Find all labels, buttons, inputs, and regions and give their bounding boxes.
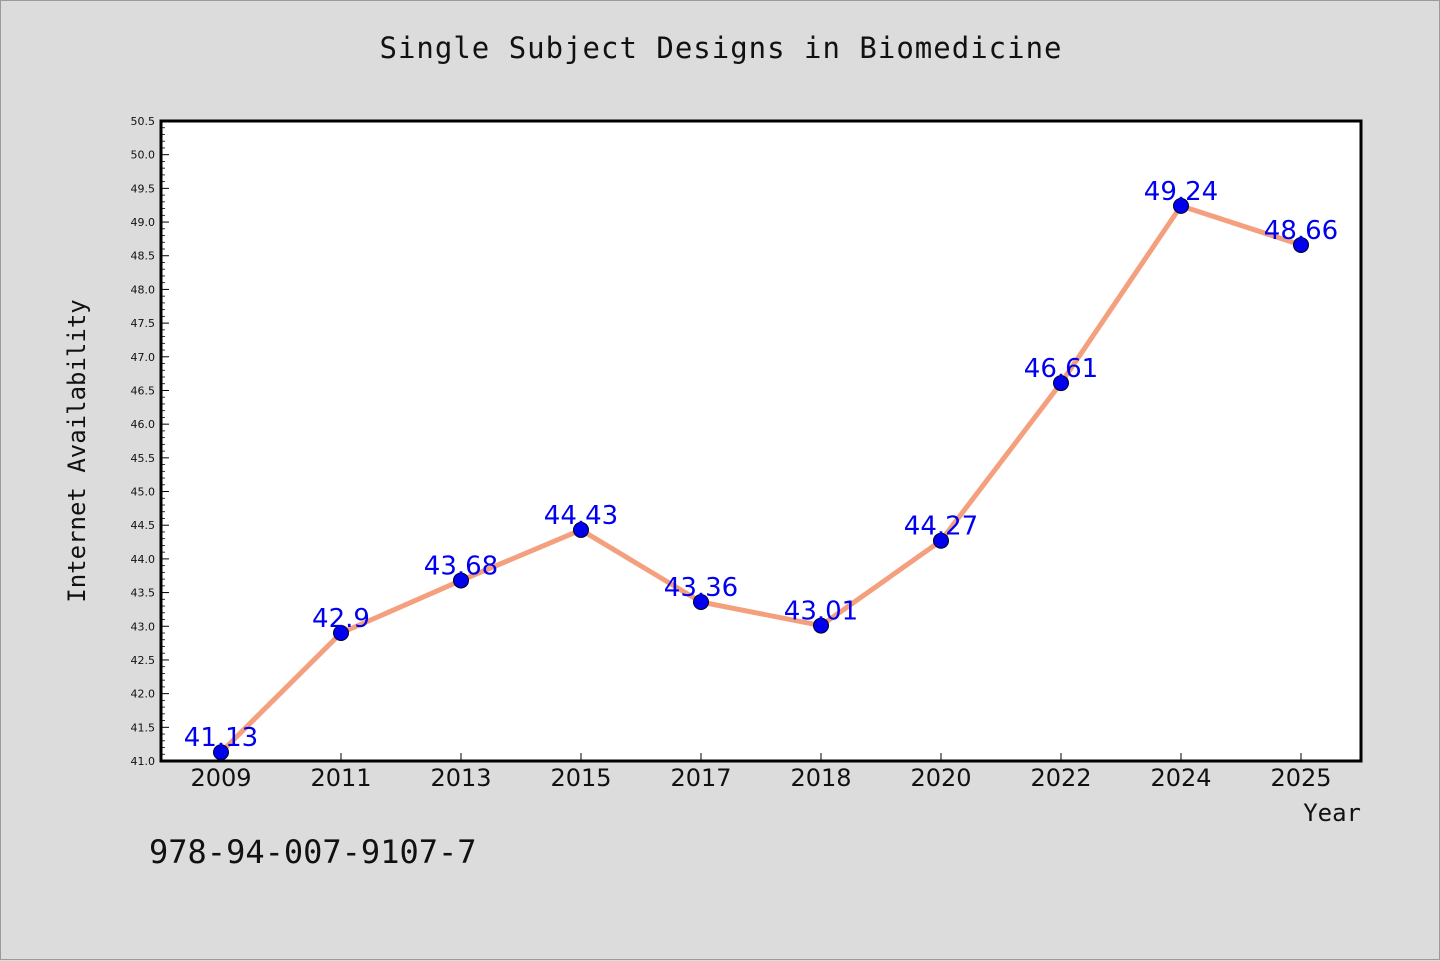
y-tick-label: 50.0 bbox=[131, 149, 156, 162]
x-tick-label: 2015 bbox=[550, 764, 611, 792]
data-label: 44.43 bbox=[544, 501, 618, 531]
x-tick-label: 2009 bbox=[190, 764, 251, 792]
data-label: 43.68 bbox=[424, 551, 498, 581]
x-tick-label: 2017 bbox=[670, 764, 731, 792]
x-tick-label: 2013 bbox=[430, 764, 491, 792]
data-point bbox=[933, 532, 949, 549]
y-tick-label: 48.5 bbox=[131, 250, 156, 263]
x-tick-label: 2025 bbox=[1270, 764, 1331, 792]
x-tick-label: 2024 bbox=[1150, 764, 1211, 792]
x-axis-title: Year bbox=[1303, 799, 1361, 827]
footer-code: 978-94-007-9107-7 bbox=[149, 833, 477, 871]
y-tick-label: 47.0 bbox=[131, 351, 156, 364]
y-tick-label: 44.0 bbox=[131, 553, 156, 566]
y-tick-label: 43.0 bbox=[131, 620, 156, 633]
y-tick-label: 45.5 bbox=[131, 452, 156, 465]
x-tick-label: 2018 bbox=[790, 764, 851, 792]
plot-frame bbox=[159, 119, 1363, 763]
y-tick-label: 42.5 bbox=[131, 654, 156, 667]
y-tick-label: 41.5 bbox=[131, 721, 156, 734]
y-axis-title: Internet Availability bbox=[63, 299, 91, 602]
plot-area bbox=[161, 121, 1361, 761]
x-tick-label: 2020 bbox=[910, 764, 971, 792]
data-label: 49.24 bbox=[1144, 177, 1218, 207]
data-point bbox=[1053, 375, 1069, 392]
y-tick-label: 44.5 bbox=[131, 519, 156, 532]
series-line bbox=[218, 203, 1304, 755]
y-tick-label: 42.0 bbox=[131, 688, 156, 701]
y-tick-label: 46.5 bbox=[131, 384, 156, 397]
y-tick-label: 41.0 bbox=[131, 755, 156, 768]
data-label: 41.13 bbox=[184, 723, 258, 753]
x-tick-label: 2022 bbox=[1030, 764, 1091, 792]
data-point bbox=[213, 744, 229, 761]
data-label: 43.36 bbox=[664, 573, 738, 603]
y-tick-label: 49.5 bbox=[131, 182, 156, 195]
data-point bbox=[1173, 197, 1189, 214]
y-tick-label: 43.5 bbox=[131, 587, 156, 600]
y-tick-label: 50.5 bbox=[131, 115, 156, 128]
data-point bbox=[573, 521, 589, 538]
y-tick-label: 48.0 bbox=[131, 283, 156, 296]
data-point bbox=[333, 625, 349, 641]
data-label: 48.66 bbox=[1264, 216, 1338, 246]
y-tick-label: 49.0 bbox=[131, 216, 156, 229]
data-label: 46.61 bbox=[1024, 354, 1098, 384]
y-tick-label: 45.0 bbox=[131, 486, 156, 499]
data-point bbox=[1293, 236, 1309, 253]
y-tick-label: 47.5 bbox=[131, 317, 156, 330]
chart-title: Single Subject Designs in Biomedicine bbox=[379, 31, 1063, 65]
data-label: 42.9 bbox=[312, 604, 370, 634]
data-label: 44.27 bbox=[904, 512, 978, 542]
data-point bbox=[453, 572, 469, 589]
data-point bbox=[693, 594, 709, 611]
y-tick-label: 46.0 bbox=[131, 418, 156, 431]
x-tick-label: 2011 bbox=[310, 764, 371, 792]
data-point bbox=[813, 617, 829, 634]
data-label: 43.01 bbox=[784, 597, 858, 627]
